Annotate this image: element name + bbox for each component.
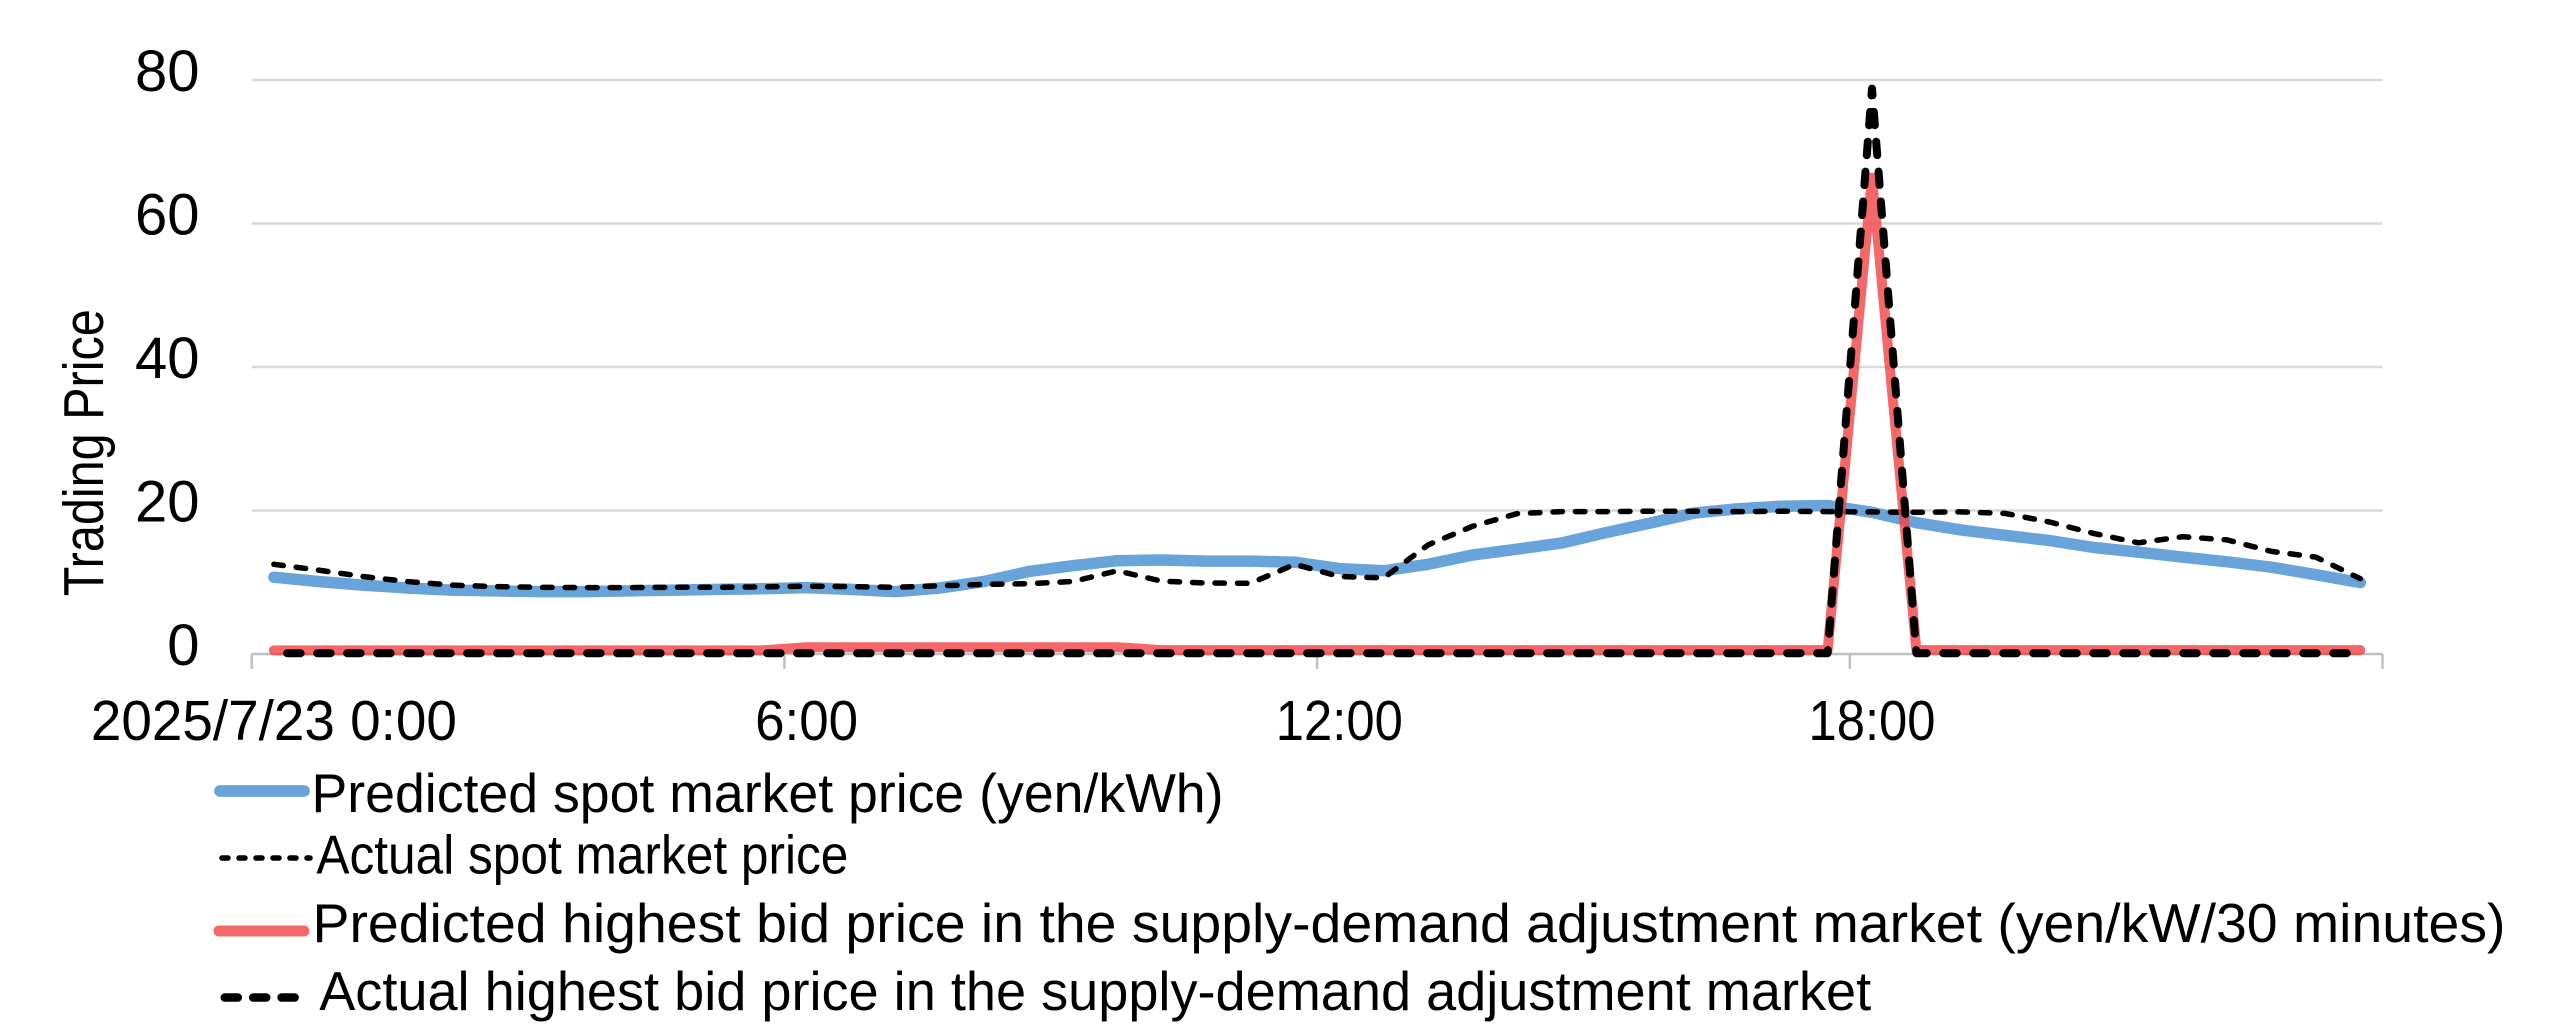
svg-text:6:00: 6:00 — [755, 689, 858, 753]
svg-text:Actual highest bid price in th: Actual highest bid price in the supply-d… — [319, 960, 1871, 1022]
svg-text:Actual spot market price: Actual spot market price — [316, 824, 848, 886]
svg-text:2025/7/23 0:00: 2025/7/23 0:00 — [91, 689, 457, 753]
svg-text:Trading Price: Trading Price — [52, 309, 116, 596]
svg-text:Predicted highest bid price in: Predicted highest bid price in the suppl… — [313, 892, 2506, 954]
svg-text:20: 20 — [135, 470, 200, 535]
svg-text:60: 60 — [135, 183, 200, 248]
svg-text:80: 80 — [135, 39, 200, 104]
svg-text:18:00: 18:00 — [1809, 689, 1936, 753]
svg-text:Predicted spot market price (y: Predicted spot market price (yen/kWh) — [312, 762, 1224, 824]
svg-text:12:00: 12:00 — [1276, 689, 1403, 753]
svg-text:0: 0 — [167, 613, 199, 678]
svg-text:40: 40 — [135, 326, 200, 391]
